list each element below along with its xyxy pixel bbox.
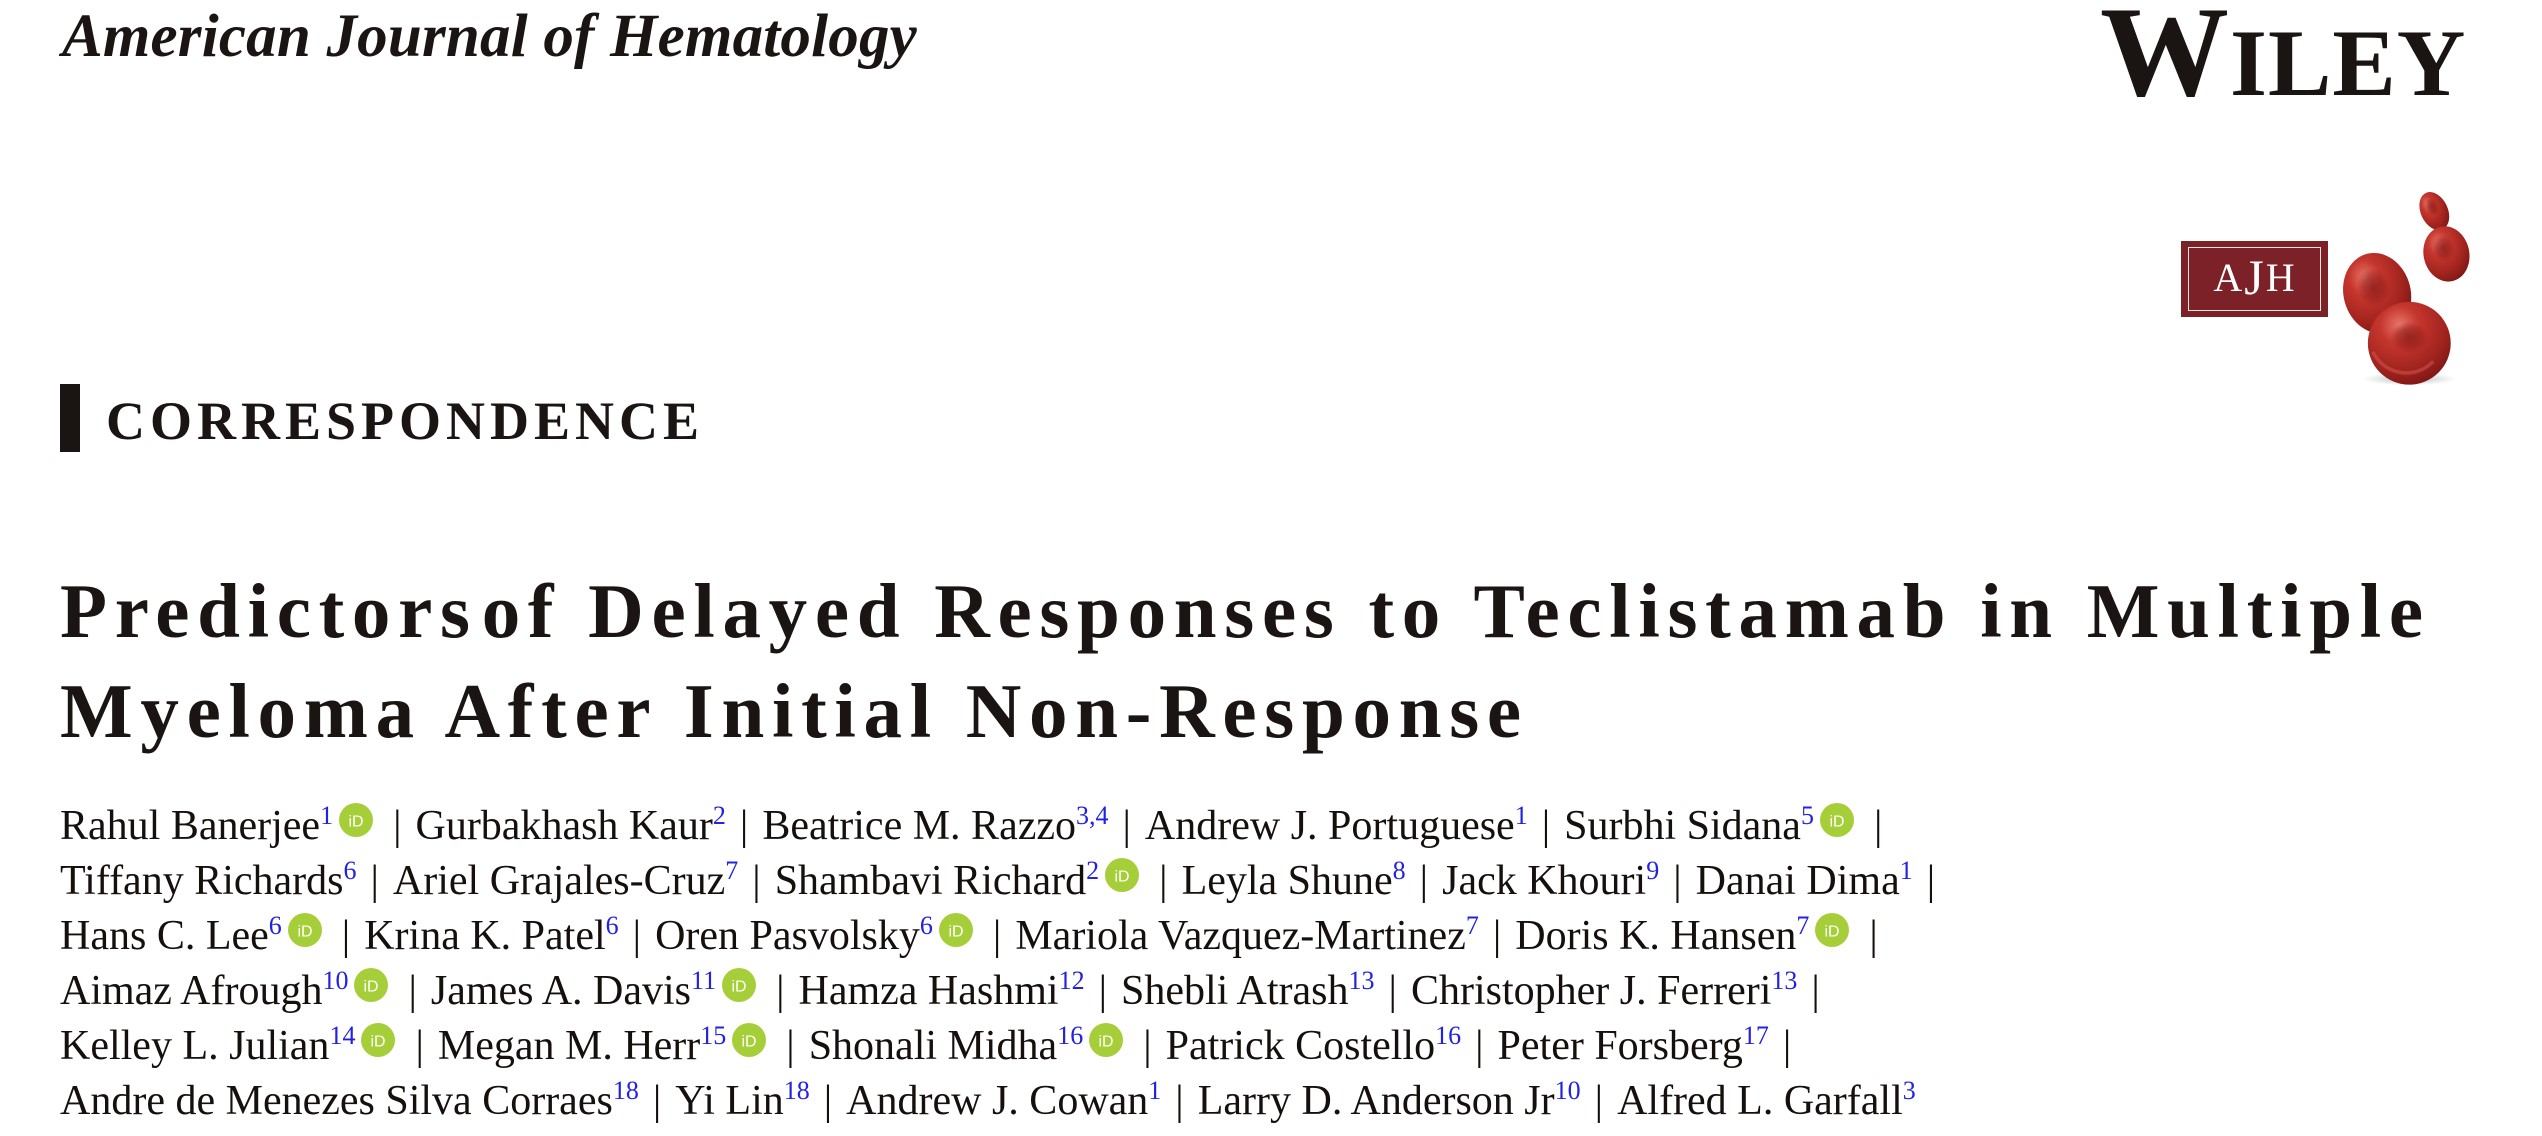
- svg-text:iD: iD: [364, 979, 379, 996]
- svg-text:iD: iD: [1825, 924, 1840, 941]
- svg-text:iD: iD: [371, 1034, 386, 1051]
- svg-text:iD: iD: [732, 979, 747, 996]
- svg-text:iD: iD: [297, 924, 312, 941]
- svg-text:iD: iD: [349, 814, 364, 831]
- svg-text:iD: iD: [1829, 814, 1844, 831]
- svg-text:iD: iD: [1115, 869, 1130, 886]
- svg-text:iD: iD: [742, 1034, 757, 1051]
- svg-text:iD: iD: [1099, 1034, 1114, 1051]
- svg-text:iD: iD: [948, 924, 963, 941]
